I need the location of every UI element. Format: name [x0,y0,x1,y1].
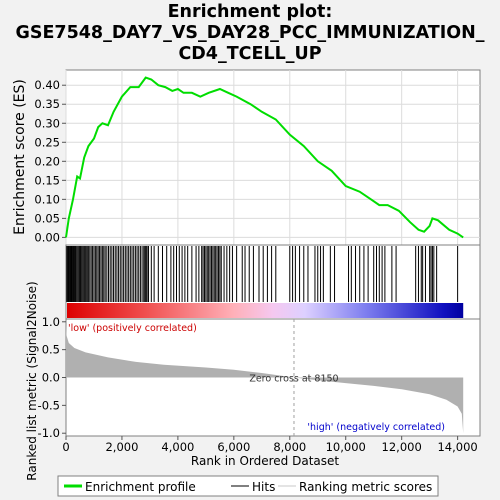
metric-y-tick-label: -1.0 [38,426,60,440]
x-tick-label: 12,000 [382,440,422,454]
es-y-tick-label: 0.15 [34,173,60,187]
es-y-tick-label: 0.35 [34,97,60,111]
metric-y-axis-label: Ranked list metric (Signal2Noise) [25,281,39,480]
x-axis-label: Rank in Ordered Dataset [191,454,339,468]
legend-metric-label: Ranking metric scores [299,480,432,494]
low-correlated-label: 'low' (positively correlated) [68,323,197,334]
es-y-axis-label: Enrichment score (ES) [12,79,28,235]
es-panel-frame [65,69,481,246]
enrichment-profile-line [65,76,464,239]
metric-y-tick-label: 0.5 [42,343,60,357]
x-axis-ticks: 0 2,000 4,000 6,000 8,000 10,000 12,000 14,000 [62,436,478,454]
title-line-1: Enrichment plot: [167,2,333,22]
title-line-2: GSE7548_DAY7_VS_DAY28_PCC_IMMUNIZATION_ [15,23,485,43]
x-tick-label: 0 [62,440,69,454]
legend-enrichment-label: Enrichment profile [85,480,196,494]
hit-markers [66,246,459,302]
x-tick-label: 4,000 [161,440,194,454]
es-y-tick-label: 0.20 [34,154,60,168]
x-tick-label: 6,000 [217,440,250,454]
es-y-tick-label: 0.10 [34,192,60,206]
es-y-tick-label: 0.30 [34,116,60,130]
x-tick-label: 2,000 [105,440,138,454]
chart-title: Enrichment plot: GSE7548_DAY7_VS_DAY28_P… [0,2,500,65]
es-y-tick-label: 0.05 [34,211,60,225]
es-y-ticks: 0.00 0.05 0.10 0.15 0.20 0.25 0.30 0.35 0.40 [34,78,66,244]
x-tick-label: 8,000 [273,440,306,454]
high-correlated-label: 'high' (negatively correlated) [307,422,445,433]
metric-y-tick-label: 0.0 [42,371,60,385]
metric-y-tick-label: -0.5 [38,398,60,412]
es-y-tick-label: 0.40 [34,78,60,92]
legend-hits-label: Hits [252,480,275,494]
title-line-3: CD4_TCELL_UP [178,44,322,64]
rank-color-bar [67,303,464,318]
es-y-tick-label: 0.25 [34,135,60,149]
es-grid [65,70,480,245]
ranking-metric-area [66,324,464,434]
metric-y-tick-label: 1.0 [42,315,60,329]
x-tick-label: 10,000 [326,440,366,454]
metric-y-ticks: -1.0 -0.5 0.0 0.5 1.0 [38,315,66,440]
es-y-tick-label: 0.00 [34,230,60,244]
zero-cross-label: Zero cross at 8150 [249,374,338,385]
x-tick-label: 14,000 [437,440,477,454]
